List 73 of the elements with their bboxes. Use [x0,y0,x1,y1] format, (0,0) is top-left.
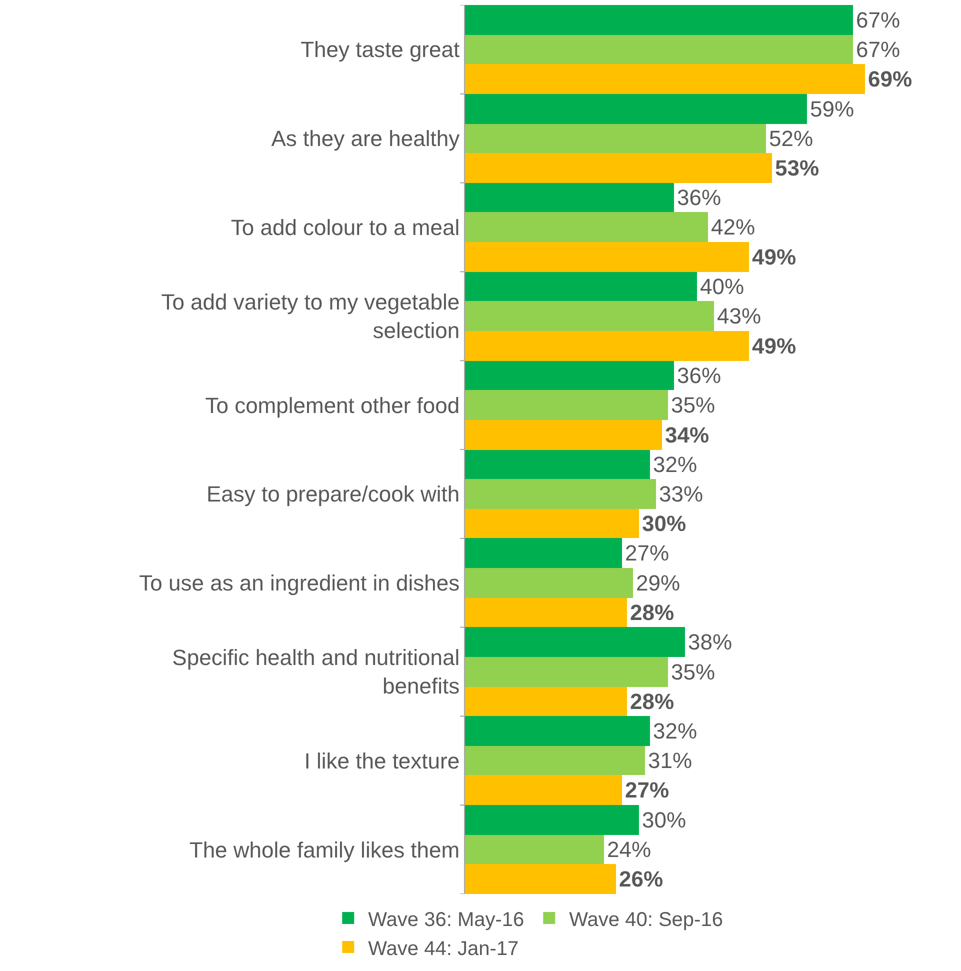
bar [465,183,674,212]
bar [465,153,772,183]
data-label: 40% [700,274,744,299]
data-label: 34% [665,422,710,448]
bar [465,212,708,242]
y-tick-label: Easy to prepare/cook with [206,482,460,507]
bar [465,331,749,361]
data-label: 35% [671,660,716,684]
y-tick-label: I like the texture [304,748,460,774]
y-tick-label: Specific health and nutritional benefits [172,645,460,699]
data-label: 38% [688,630,732,654]
bar [465,390,668,420]
bar [465,301,714,331]
data-label: 24% [607,837,652,862]
bar [465,805,639,835]
bar [465,687,627,716]
y-tick-label: To add variety to my vegetable selection [161,290,460,344]
bar [465,775,622,805]
data-label: 36% [677,185,722,210]
y-tick-label: To use as an ingredient in dishes [139,570,460,596]
data-label: 43% [717,304,762,328]
data-label: 28% [630,689,674,714]
data-label: 33% [659,482,704,506]
bar [465,242,749,272]
legend-label: Wave 44: Jan-17 [368,938,519,960]
bar [465,94,807,124]
bar [465,568,633,598]
data-label: 49% [752,334,796,358]
bar [465,64,865,94]
bar [465,716,650,746]
data-label: 27% [625,540,670,566]
data-label: 32% [653,718,698,744]
data-label: 30% [642,808,686,832]
bar [465,124,766,153]
data-label: 30% [642,511,686,536]
data-label: 31% [648,748,692,773]
legend-label: Wave 36: May-16 [368,908,524,931]
data-label: 36% [677,363,722,388]
bar [465,657,668,687]
bar [465,479,656,509]
data-label: 59% [810,96,854,122]
bar [465,272,697,301]
y-tick-label: As they are healthy [271,126,460,152]
y-tick-label: To add colour to a meal [230,214,460,240]
bar [465,5,853,35]
data-label: 67% [856,8,900,32]
data-label: 67% [856,37,900,62]
data-label: 49% [752,244,796,270]
bar [465,35,853,64]
bar [465,598,627,627]
y-tick-label: They taste great [300,37,460,62]
data-label: 52% [769,126,814,151]
y-tick-label: To complement other food [205,392,460,418]
data-label: 26% [619,866,664,892]
data-label: 32% [653,452,698,477]
bar [465,746,645,775]
bar [465,509,639,538]
data-label: 29% [636,570,680,596]
bar [465,538,622,568]
bar [465,627,685,657]
data-label: 27% [625,778,670,802]
data-label: 35% [671,392,716,418]
legend-label: Wave 40: Sep-16 [569,908,723,931]
data-label: 69% [868,66,912,92]
bar [465,450,650,479]
data-label: 28% [630,600,674,625]
data-label: 53% [775,156,820,180]
bar [465,835,604,864]
bar [465,420,662,450]
data-label: 42% [711,214,756,240]
y-tick-label: The whole family likes them [189,837,460,862]
bar [465,361,674,390]
bar [465,864,616,894]
